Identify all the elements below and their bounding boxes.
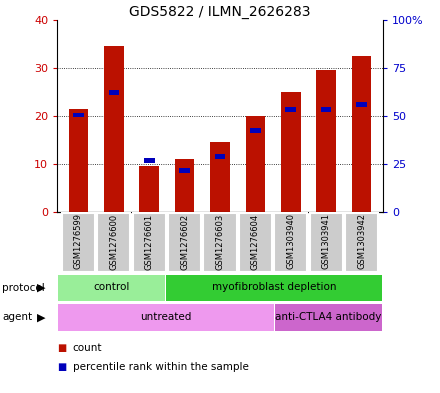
Bar bbox=[274, 213, 308, 272]
Bar bbox=[168, 213, 201, 272]
Bar bbox=[352, 56, 371, 212]
Bar bbox=[275, 304, 382, 331]
Title: GDS5822 / ILMN_2626283: GDS5822 / ILMN_2626283 bbox=[129, 5, 311, 18]
Bar bbox=[345, 213, 378, 272]
Bar bbox=[180, 169, 190, 173]
Text: GSM1276600: GSM1276600 bbox=[109, 213, 118, 270]
Text: anti-CTLA4 antibody: anti-CTLA4 antibody bbox=[275, 312, 382, 322]
Bar bbox=[73, 112, 84, 118]
Bar bbox=[139, 167, 159, 212]
Text: GSM1276603: GSM1276603 bbox=[216, 213, 224, 270]
Text: GSM1276599: GSM1276599 bbox=[74, 213, 83, 270]
Text: GSM1303941: GSM1303941 bbox=[322, 213, 331, 270]
Text: count: count bbox=[73, 343, 102, 353]
Bar bbox=[132, 213, 166, 272]
Text: protocol: protocol bbox=[2, 283, 45, 293]
Bar bbox=[166, 275, 382, 301]
Bar bbox=[109, 90, 119, 95]
Bar bbox=[286, 107, 296, 112]
Bar bbox=[210, 142, 230, 212]
Bar bbox=[250, 128, 261, 133]
Text: control: control bbox=[93, 282, 130, 292]
Text: agent: agent bbox=[2, 312, 32, 322]
Bar bbox=[58, 304, 274, 331]
Bar bbox=[58, 275, 165, 301]
Bar bbox=[144, 158, 154, 163]
Bar bbox=[215, 154, 225, 159]
Text: ▶: ▶ bbox=[37, 312, 46, 322]
Bar bbox=[203, 213, 237, 272]
Text: GSM1276604: GSM1276604 bbox=[251, 213, 260, 270]
Bar bbox=[246, 116, 265, 212]
Text: ■: ■ bbox=[57, 343, 66, 353]
Text: ■: ■ bbox=[57, 362, 66, 373]
Bar bbox=[321, 107, 331, 112]
Bar bbox=[239, 213, 272, 272]
Bar bbox=[316, 70, 336, 212]
Bar bbox=[175, 159, 194, 212]
Text: GSM1276601: GSM1276601 bbox=[145, 213, 154, 270]
Bar bbox=[281, 92, 301, 212]
Bar bbox=[69, 109, 88, 212]
Bar bbox=[97, 213, 131, 272]
Text: untreated: untreated bbox=[140, 312, 191, 322]
Text: GSM1303942: GSM1303942 bbox=[357, 213, 366, 270]
Bar bbox=[104, 46, 124, 212]
Bar bbox=[356, 102, 367, 107]
Text: percentile rank within the sample: percentile rank within the sample bbox=[73, 362, 249, 373]
Bar bbox=[62, 213, 95, 272]
Bar bbox=[310, 213, 343, 272]
Text: myofibroblast depletion: myofibroblast depletion bbox=[212, 282, 337, 292]
Text: ▶: ▶ bbox=[37, 283, 46, 293]
Text: GSM1303940: GSM1303940 bbox=[286, 213, 295, 270]
Text: GSM1276602: GSM1276602 bbox=[180, 213, 189, 270]
